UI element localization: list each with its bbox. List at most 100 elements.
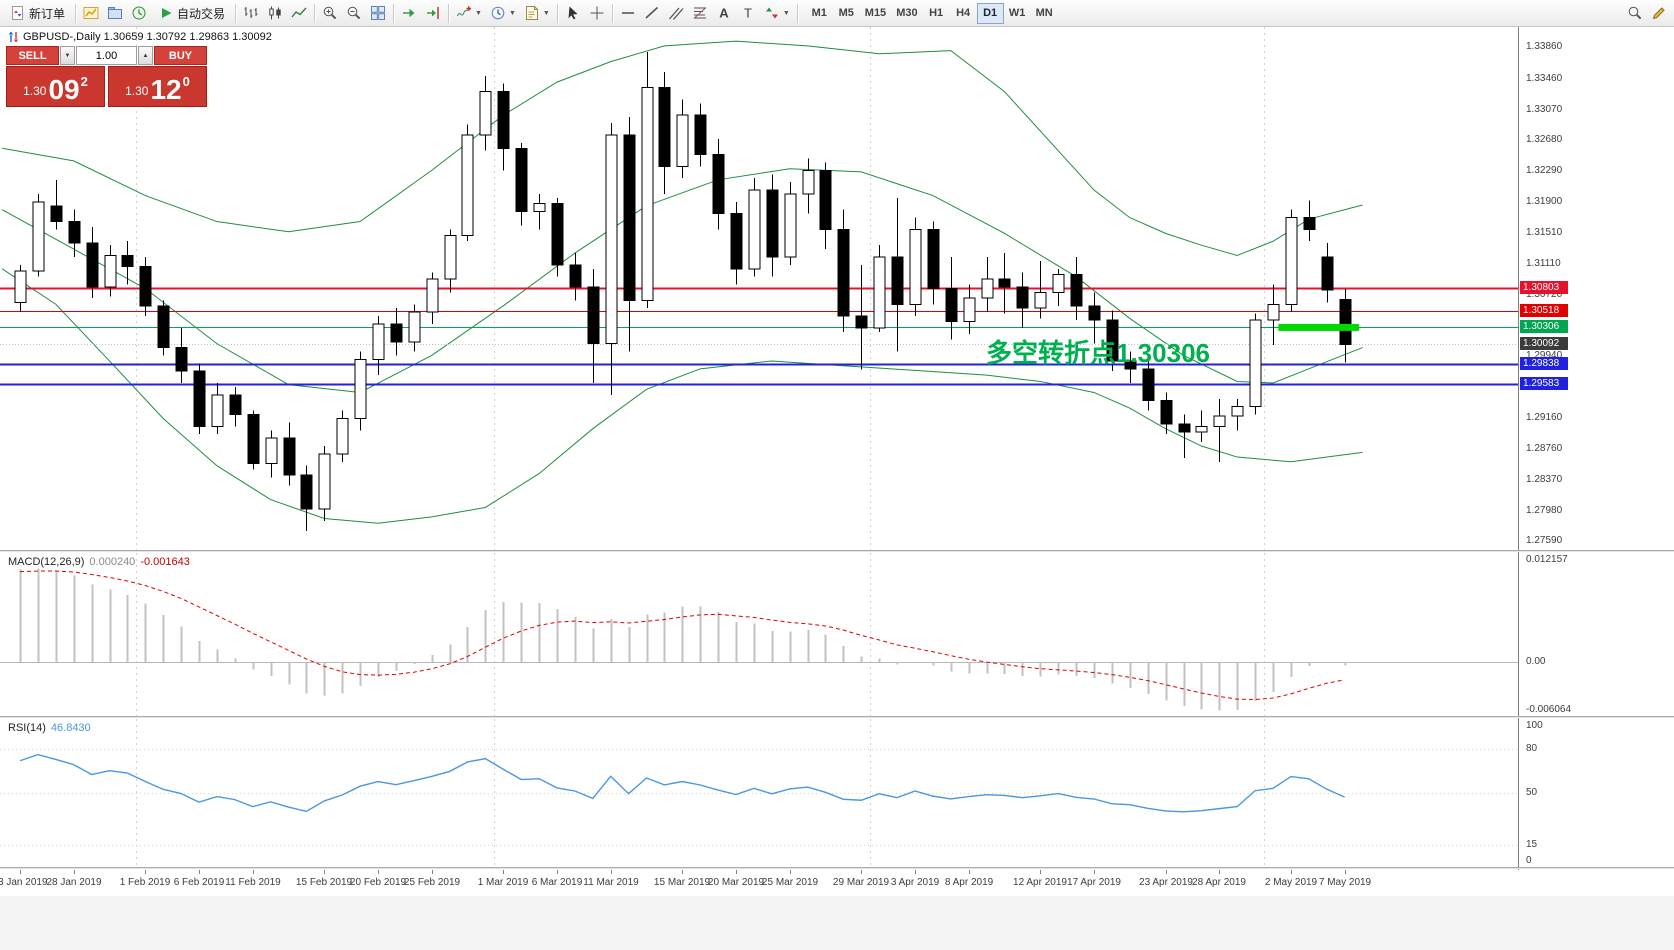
date-label: 6 Mar 2019 xyxy=(531,877,583,888)
rsi-name: RSI(14) xyxy=(8,722,46,734)
buy-price-button[interactable]: 1.30 12 0 xyxy=(108,66,207,107)
pane-divider[interactable] xyxy=(0,867,1674,869)
price-tick: 1.30720 xyxy=(1526,289,1563,300)
indicators-button[interactable]: ▼ xyxy=(452,2,486,25)
crosshair-button[interactable] xyxy=(585,2,609,25)
channel-button[interactable] xyxy=(664,2,688,25)
autoscroll-button[interactable] xyxy=(397,2,421,25)
pane-divider[interactable] xyxy=(0,716,1674,718)
zoom-out-button[interactable] xyxy=(342,2,366,25)
symbol-ohlc-text: GBPUSD-,Daily 1.30659 1.30792 1.29863 1.… xyxy=(23,31,272,43)
date-tick xyxy=(790,870,791,874)
periods-button[interactable]: ▼ xyxy=(486,2,520,25)
price-tick: 1.28760 xyxy=(1526,443,1563,454)
date-tick xyxy=(682,870,683,874)
candles-chart-icon xyxy=(269,6,281,20)
profiles-icon xyxy=(108,7,123,19)
dropdown-caret: ▼ xyxy=(542,9,550,17)
date-label: 11 Mar 2019 xyxy=(583,877,639,888)
toolbar-separator xyxy=(556,3,558,23)
tile-windows-button[interactable] xyxy=(366,2,390,25)
date-label: 20 Mar 2019 xyxy=(707,877,765,888)
rsi-pane[interactable] xyxy=(0,719,1518,867)
date-label: 25 Mar 2019 xyxy=(761,877,819,888)
new-order-button[interactable]: 新订单 xyxy=(3,2,72,25)
timeframe-d1-button[interactable]: D1 xyxy=(976,2,1004,24)
edit-button[interactable] xyxy=(1647,2,1671,25)
timeframe-h4-button[interactable]: H4 xyxy=(950,3,977,24)
date-tick xyxy=(611,870,612,874)
text-button[interactable]: A xyxy=(712,2,736,25)
timeframe-mn-button[interactable]: MN xyxy=(1031,3,1058,24)
macd-value-main: 0.000240 xyxy=(89,556,136,568)
price-axis[interactable]: 1.33860 1.33460 1.33070 1.32680 1.32290 1.319… xyxy=(1518,27,1674,870)
zoom-in-icon xyxy=(323,6,337,20)
date-tick xyxy=(915,870,916,874)
chart-shift-icon xyxy=(427,7,439,19)
arrows-button[interactable]: ▼ xyxy=(760,2,794,25)
bottom-filler xyxy=(0,896,1674,950)
hline-button[interactable] xyxy=(616,2,640,25)
periods-icon xyxy=(491,6,505,20)
new-chart-button[interactable] xyxy=(79,2,103,25)
date-label: 25 Feb 2019 xyxy=(403,877,461,888)
timeframe-m1-button[interactable]: M1 xyxy=(806,3,833,24)
autotrading-icon xyxy=(162,8,172,18)
market-watch-button[interactable] xyxy=(127,2,151,25)
toolbar-separator xyxy=(75,3,77,23)
date-tick xyxy=(74,870,75,874)
macd-pane[interactable] xyxy=(0,553,1518,716)
trendline-icon xyxy=(645,6,658,19)
main-chart-pane[interactable] xyxy=(0,27,1518,550)
toolbar-separator xyxy=(796,3,798,23)
timeframe-group: M1 M5 M15 M30 H1 H4 D1 W1 MN xyxy=(806,2,1058,24)
date-tick xyxy=(503,870,504,874)
price-tick: 1.33460 xyxy=(1526,73,1563,84)
date-label: 15 Feb 2019 xyxy=(295,877,353,888)
sell-price-small: 1.30 xyxy=(23,84,47,98)
cursor-button[interactable] xyxy=(561,2,585,25)
price-tag: 1.30803 xyxy=(1520,281,1568,294)
pane-divider[interactable] xyxy=(0,550,1674,552)
date-label: 28 Apr 2019 xyxy=(1192,877,1246,888)
timeframe-m30-button[interactable]: M30 xyxy=(891,3,922,24)
bars-chart-button[interactable] xyxy=(239,2,263,25)
chart-shift-button[interactable] xyxy=(421,2,445,25)
volume-up-button[interactable]: ▲ xyxy=(138,46,153,65)
chart-area: GBPUSD-,Daily 1.30659 1.30792 1.29863 1.… xyxy=(0,27,1674,950)
line-chart-button[interactable] xyxy=(287,2,311,25)
sell-button[interactable]: SELL xyxy=(6,46,59,65)
templates-button[interactable]: ▼ xyxy=(520,2,554,25)
candles-chart-button[interactable] xyxy=(263,2,287,25)
date-tick xyxy=(432,870,433,874)
date-tick xyxy=(378,870,379,874)
market-watch-icon xyxy=(132,6,146,20)
label-button[interactable]: T xyxy=(736,2,760,25)
sell-price-button[interactable]: 1.30 09 2 xyxy=(6,66,105,107)
volume-input[interactable] xyxy=(76,46,137,65)
zoom-in-button[interactable] xyxy=(318,2,342,25)
price-tick: 1.33070 xyxy=(1526,104,1563,115)
svg-text:T: T xyxy=(744,6,752,21)
date-tick xyxy=(969,870,970,874)
fibonacci-button[interactable] xyxy=(688,2,712,25)
volume-down-button[interactable]: ▼ xyxy=(60,46,75,65)
trendline-button[interactable] xyxy=(640,2,664,25)
timeframe-m15-button[interactable]: M15 xyxy=(860,3,891,24)
timeframe-w1-button[interactable]: W1 xyxy=(1004,3,1031,24)
date-label: 29 Mar 2019 xyxy=(832,877,890,888)
dropdown-caret: ▼ xyxy=(508,9,516,17)
profiles-button[interactable] xyxy=(103,2,127,25)
rsi-axis-label: 0 xyxy=(1526,855,1532,866)
buy-button[interactable]: BUY xyxy=(154,46,207,65)
date-label: 1 Feb 2019 xyxy=(119,877,171,888)
price-tick: 1.32290 xyxy=(1526,165,1563,176)
search-button[interactable] xyxy=(1623,2,1647,25)
timeframe-m5-button[interactable]: M5 xyxy=(833,3,860,24)
macd-axis-label: 0.012157 xyxy=(1526,554,1568,565)
autotrading-button[interactable]: 自动交易 xyxy=(151,2,232,25)
autoscroll-icon xyxy=(403,8,415,18)
timeframe-h1-button[interactable]: H1 xyxy=(923,3,950,24)
date-tick xyxy=(1345,870,1346,874)
